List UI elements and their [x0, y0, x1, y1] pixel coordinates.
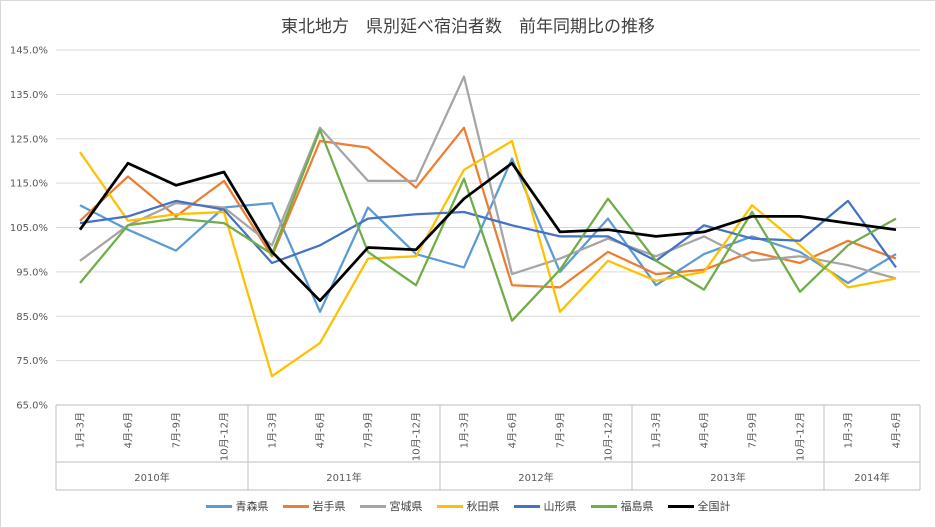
x-category-label: 4月-6月: [315, 412, 327, 448]
legend-swatch: [590, 504, 617, 508]
y-tick-label: 125.0%: [10, 134, 48, 145]
legend-label: 福島県: [620, 500, 654, 513]
legend-swatch: [667, 504, 694, 508]
legend-label: 山形県: [543, 500, 577, 513]
series-line: [79, 75, 897, 280]
chart-title: 東北地方 県別延べ宿泊者数 前年同期比の推移: [281, 17, 655, 37]
y-tick-label: 85.0%: [16, 312, 48, 323]
legend-item: 全国計: [667, 498, 731, 514]
legend: 青森県 岩手県 宮城県 秋田県 山形県 福島県 全国計: [0, 498, 936, 514]
legend-swatch: [205, 504, 232, 508]
y-tick-label: 135.0%: [10, 90, 48, 101]
legend-swatch: [282, 504, 309, 508]
y-tick-label: 105.0%: [10, 223, 48, 234]
legend-label: 全国計: [697, 500, 731, 513]
series-line: [78, 161, 897, 303]
y-tick-label: 115.0%: [10, 179, 48, 190]
x-category-label: 1月-3月: [459, 412, 471, 448]
y-axis-ticks: 65.0% 75.0% 85.0% 95.0% 105.0% 115.0% 125.0% 13…: [10, 46, 48, 412]
legend-swatch: [513, 504, 540, 508]
x-group-label: 2010年: [134, 471, 169, 484]
series-lines: [78, 75, 897, 378]
legend-label: 青森県: [235, 500, 269, 513]
series-line: [79, 128, 897, 322]
x-category-label: 1月-3月: [75, 412, 87, 448]
x-category-label: 7月-9月: [555, 412, 567, 448]
x-category-label: 10月-12月: [411, 412, 423, 461]
x-category-label: 4月-6月: [507, 412, 519, 448]
x-category-label: 4月-6月: [891, 412, 903, 448]
y-tick-label: 75.0%: [16, 356, 48, 367]
x-category-label: 10月-12月: [219, 412, 231, 461]
legend-item: 山形県: [513, 498, 577, 514]
x-category-label: 10月-12月: [795, 412, 807, 461]
x-category-label: 10月-12月: [603, 412, 615, 461]
x-group-label: 2014年: [854, 471, 889, 484]
x-category-label: 7月-9月: [171, 412, 183, 448]
legend-item: 宮城県: [359, 498, 423, 514]
x-category-label: 4月-6月: [699, 412, 711, 448]
legend-swatch: [359, 504, 386, 508]
x-axis: 1月-3月 4月-6月 7月-9月 10月-12月 1月-3月 4月-6月 7月-9月 10月…: [55, 404, 921, 491]
x-group-label: 2011年: [326, 471, 361, 484]
legend-label: 宮城県: [389, 500, 423, 513]
legend-swatch: [436, 504, 463, 508]
legend-item: 福島県: [590, 498, 654, 514]
legend-item: 青森県: [205, 498, 269, 514]
series-line: [79, 199, 897, 269]
legend-item: 秋田県: [436, 498, 500, 514]
gridlines: [56, 49, 920, 406]
x-group-label: 2013年: [710, 471, 745, 484]
x-category-label: 1月-3月: [267, 412, 279, 448]
y-tick-label: 95.0%: [16, 267, 48, 278]
legend-item: 岩手県: [282, 498, 346, 514]
y-tick-label: 65.0%: [16, 401, 48, 412]
y-tick-label: 145.0%: [10, 46, 48, 57]
x-category-label: 1月-3月: [843, 412, 855, 448]
series-line: [79, 126, 897, 289]
x-category-label: 1月-3月: [651, 412, 663, 448]
series-line: [79, 139, 897, 378]
legend-label: 秋田県: [466, 500, 500, 513]
x-category-label: 4月-6月: [123, 412, 135, 448]
x-group-label: 2012年: [518, 471, 553, 484]
x-category-label: 7月-9月: [363, 412, 375, 448]
x-category-label: 7月-9月: [747, 412, 759, 448]
legend-label: 岩手県: [312, 500, 346, 513]
